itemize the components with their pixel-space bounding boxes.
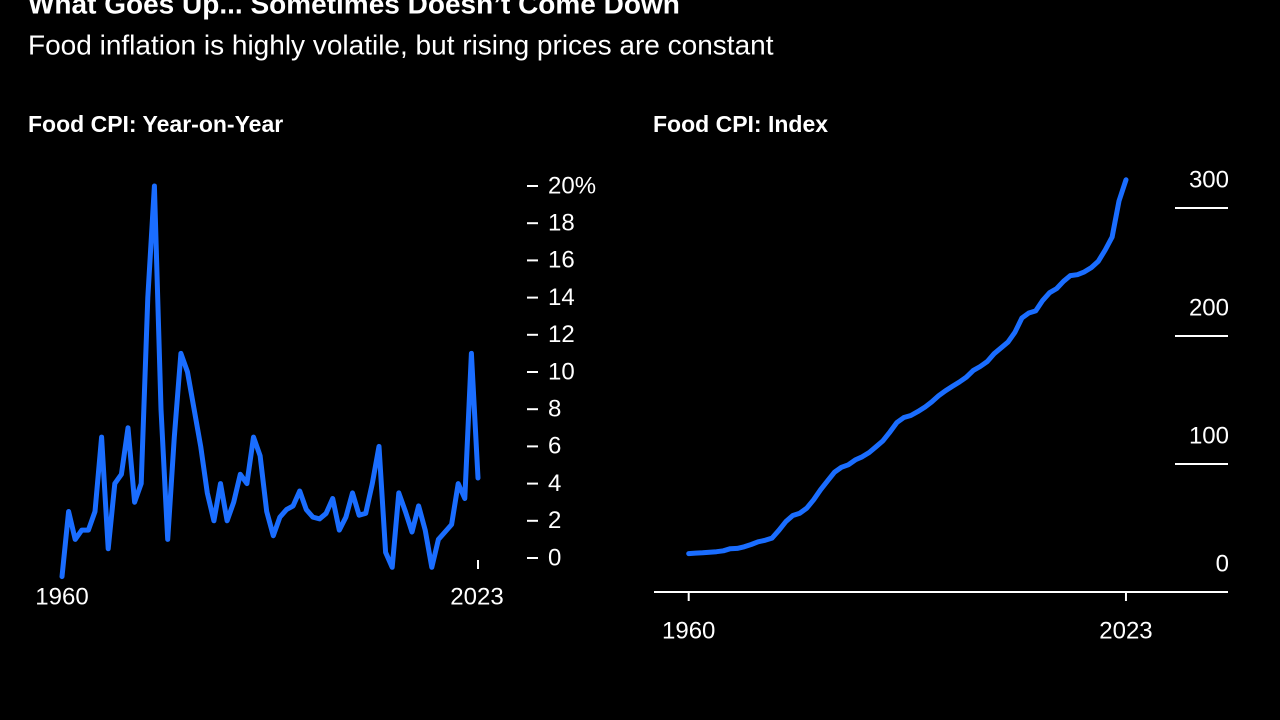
y-tick-label: 20% bbox=[548, 172, 596, 199]
chart-title: What Goes Up... Sometimes Doesn’t Come D… bbox=[28, 0, 680, 19]
y-tick-label: 18 bbox=[548, 210, 575, 237]
y-tick-label: 14 bbox=[548, 284, 575, 311]
y-tick-label: 0 bbox=[548, 544, 561, 571]
y-tick-label: 6 bbox=[548, 433, 561, 460]
y-tick-label: 300 bbox=[1189, 166, 1229, 193]
y-tick-label: 200 bbox=[1189, 294, 1229, 321]
y-tick-label: 4 bbox=[548, 470, 561, 497]
panel-title: Food CPI: Year-on-Year bbox=[28, 111, 283, 137]
x-tick-label: 1960 bbox=[35, 583, 88, 610]
chart-subtitle: Food inflation is highly volatile, but r… bbox=[28, 29, 774, 60]
x-tick-label: 1960 bbox=[662, 617, 715, 644]
y-tick-label: 10 bbox=[548, 358, 575, 385]
y-tick-label: 0 bbox=[1216, 550, 1229, 577]
y-tick-label: 100 bbox=[1189, 422, 1229, 449]
x-tick-label: 2023 bbox=[450, 583, 503, 610]
y-tick-label: 8 bbox=[548, 396, 561, 423]
data-line bbox=[59, 183, 481, 580]
y-tick-label: 12 bbox=[548, 321, 575, 348]
data-line bbox=[686, 177, 1129, 557]
panel-title: Food CPI: Index bbox=[653, 111, 828, 137]
y-tick-label: 2 bbox=[548, 507, 561, 534]
y-tick-label: 16 bbox=[548, 247, 575, 274]
x-tick-label: 2023 bbox=[1099, 617, 1152, 644]
